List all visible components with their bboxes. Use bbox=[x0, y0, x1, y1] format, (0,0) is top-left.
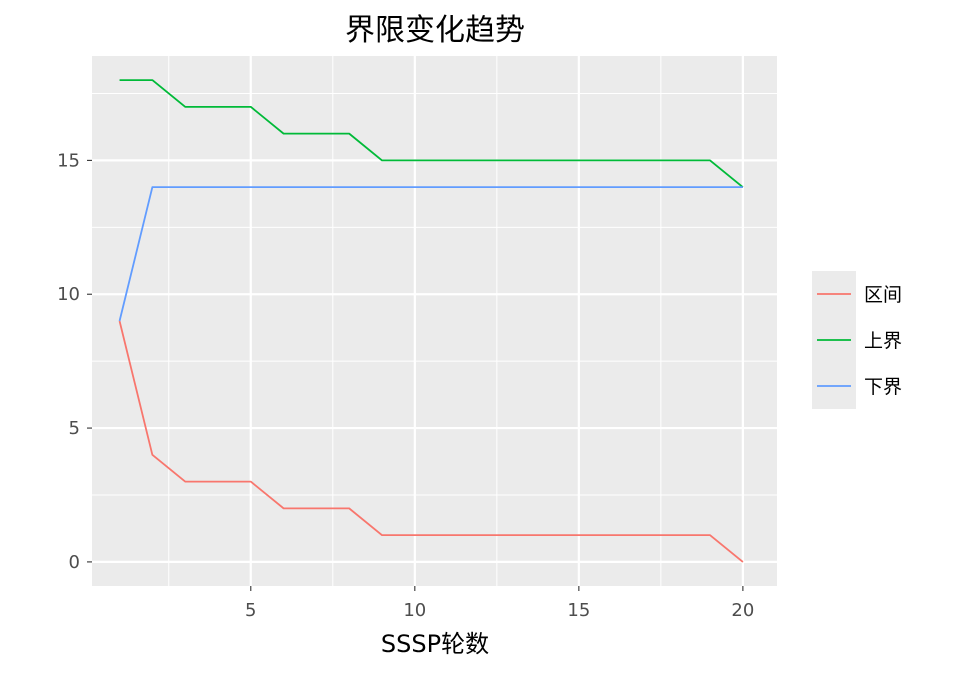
y-tick-label: 0 bbox=[69, 552, 80, 573]
x-tick-label: 10 bbox=[403, 600, 426, 621]
legend-label: 区间 bbox=[864, 284, 902, 306]
y-tick-label: 10 bbox=[57, 284, 80, 305]
series-line bbox=[119, 79, 744, 188]
x-tick-label: 20 bbox=[731, 600, 754, 621]
x-tick-label: 15 bbox=[567, 600, 590, 621]
plot-background bbox=[92, 56, 777, 586]
grid bbox=[92, 56, 777, 586]
legend-label: 上界 bbox=[864, 330, 902, 352]
x-tick-label: 5 bbox=[245, 600, 256, 621]
series-line bbox=[118, 320, 744, 563]
x-axis-title: SSSP轮数 bbox=[381, 630, 489, 658]
series-lines bbox=[118, 79, 744, 563]
y-tick-label: 5 bbox=[69, 418, 80, 439]
y-tick-label: 15 bbox=[57, 150, 80, 171]
chart-title: 界限变化趋势 bbox=[345, 13, 525, 48]
axis-ticks: 5 10 15 20 0 5 10 15 bbox=[57, 150, 754, 621]
legend-label: 下界 bbox=[864, 376, 902, 398]
series-line bbox=[118, 186, 743, 322]
